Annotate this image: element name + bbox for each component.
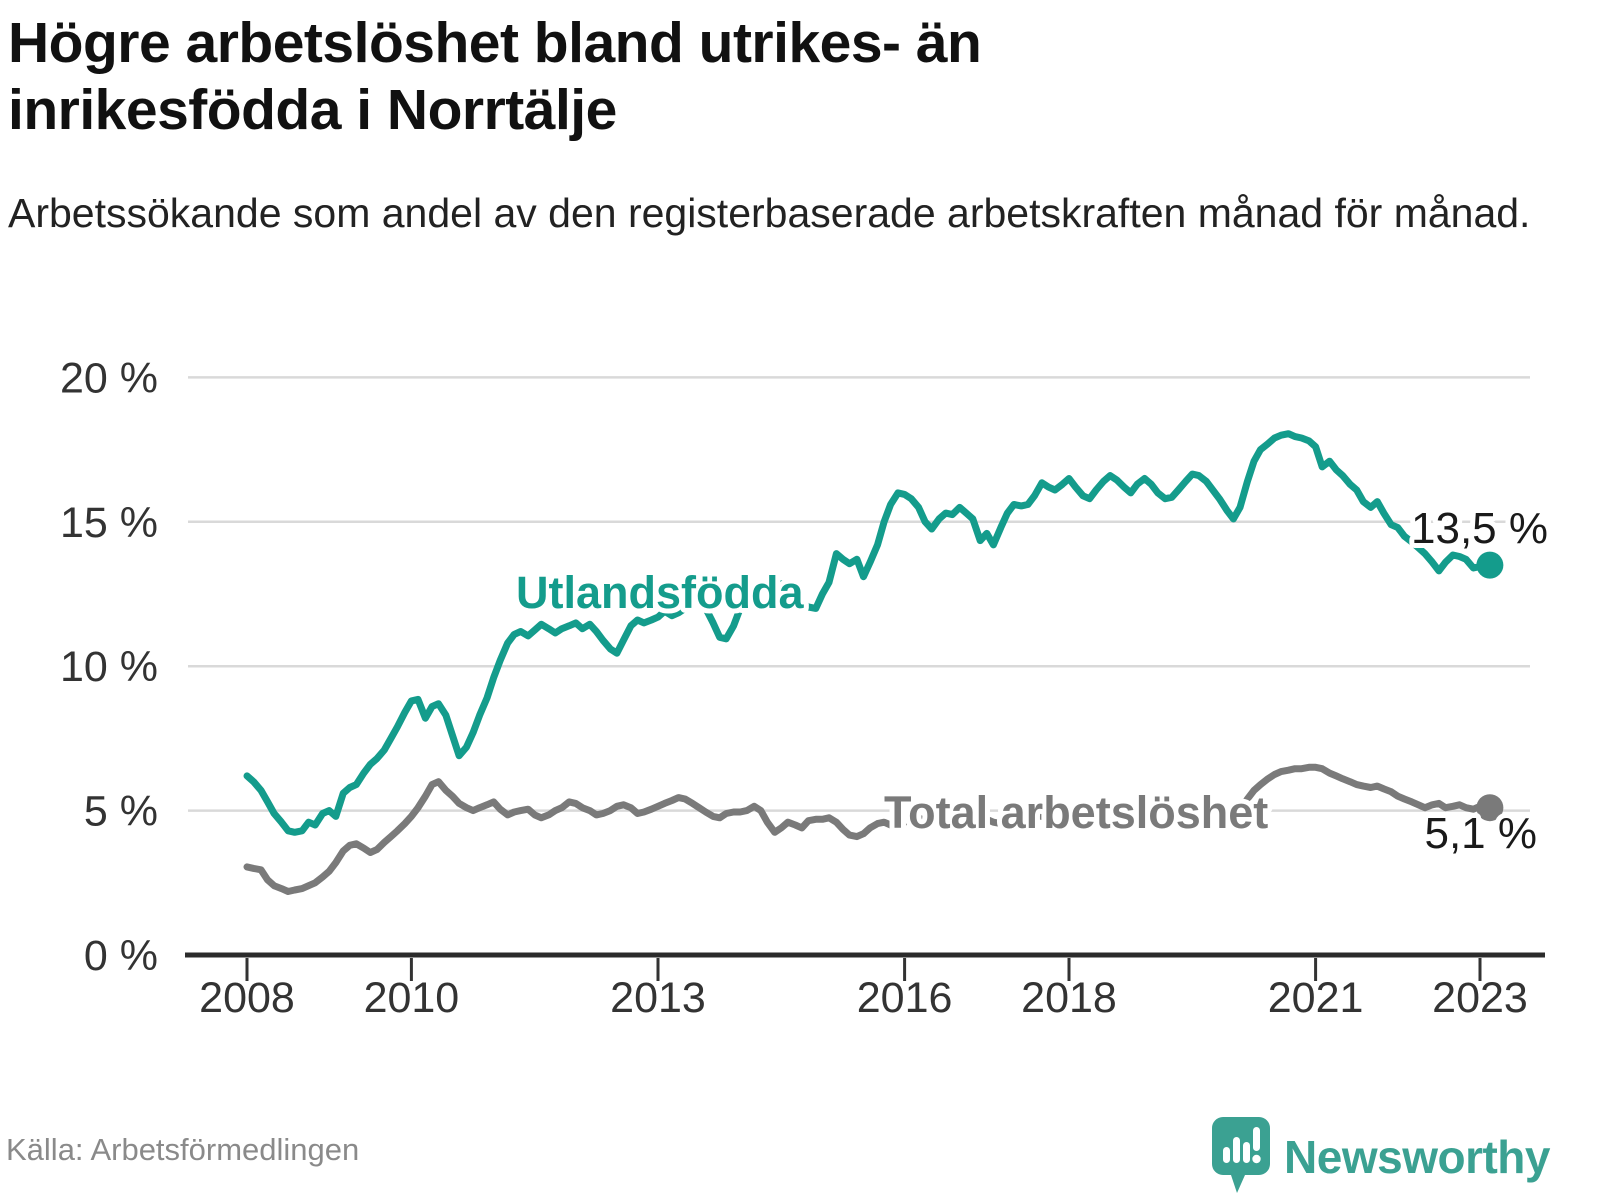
y-tick-label-0: 0 %	[84, 932, 158, 980]
series-lines	[243, 430, 1504, 895]
y-tick-label-10: 10 %	[60, 643, 158, 691]
axis-and-series-labels: 0 % 5 % 10 % 15 % 20 % Utlandsfödda 13,5 % Tota…	[60, 354, 1553, 1022]
x-axis	[185, 952, 1545, 981]
x-tick-label-2021: 2021	[1268, 974, 1364, 1022]
y-tick-label-15: 15 %	[60, 499, 158, 547]
y-tick-label-5: 5 %	[84, 788, 158, 836]
y-tick-label-20: 20 %	[60, 354, 158, 402]
source-credit: Källa: Arbetsförmedlingen	[6, 1132, 360, 1167]
x-tick-label-2010: 2010	[364, 974, 460, 1022]
newsworthy-pin-icon	[1212, 1117, 1271, 1193]
series-line-utlandsfodda	[243, 430, 1494, 836]
series-label-total-arbetsloshet: Total arbetslöshet	[884, 787, 1268, 838]
newsworthy-logo: Newsworthy	[1210, 1112, 1550, 1202]
series-line-total-arbetsloshet	[243, 763, 1494, 895]
chart-subtitle: Arbetssökande som andel av den registerb…	[8, 190, 1531, 236]
x-tick-label-2018: 2018	[1021, 974, 1117, 1022]
page-title: Högre arbetslöshet bland utrikes- än inr…	[8, 11, 982, 142]
series-end-dot-total-arbetsloshet	[1476, 794, 1504, 822]
x-tick-label-2023: 2023	[1432, 974, 1528, 1022]
x-tick-label-2008: 2008	[199, 974, 295, 1022]
newsworthy-wordmark: Newsworthy	[1284, 1131, 1550, 1183]
end-value-label-utlandsfodda: 13,5 %	[1411, 504, 1548, 553]
series-end-dot-utlandsfodda	[1476, 551, 1504, 579]
series-label-utlandsfodda: Utlandsfödda	[516, 567, 804, 618]
x-tick-label-2013: 2013	[610, 974, 706, 1022]
end-value-label-total-arbetsloshet: 5,1 %	[1424, 809, 1537, 858]
x-tick-label-2016: 2016	[857, 974, 953, 1022]
